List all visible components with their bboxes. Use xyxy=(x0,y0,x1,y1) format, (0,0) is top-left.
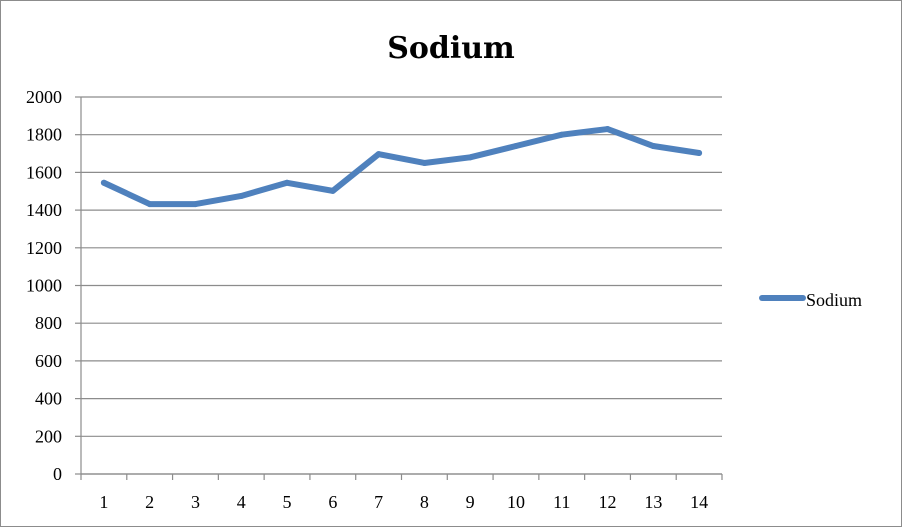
series-line-sodium xyxy=(100,126,703,208)
x-tick-label: 2 xyxy=(145,492,154,512)
data-point xyxy=(329,187,336,194)
x-tick-label: 14 xyxy=(690,492,708,512)
x-tick-label: 11 xyxy=(553,492,570,512)
y-tick-label: 200 xyxy=(35,426,62,446)
y-tick-label: 400 xyxy=(35,389,62,409)
x-tick-label: 7 xyxy=(374,492,383,512)
data-point xyxy=(512,143,519,150)
data-point xyxy=(604,126,611,133)
y-tick-label: 600 xyxy=(35,351,62,371)
x-tick-label: 12 xyxy=(599,492,617,512)
x-tick-labels: 1 2 3 4 5 6 7 8 9 10 11 12 13 14 xyxy=(99,492,708,512)
x-tick-label: 10 xyxy=(507,492,525,512)
data-point xyxy=(146,201,153,208)
y-tick-label: 1000 xyxy=(26,276,62,296)
y-tick-label: 1800 xyxy=(26,125,62,145)
y-tick-label: 800 xyxy=(35,313,62,333)
y-tick-label: 1600 xyxy=(26,162,62,182)
legend: Sodium xyxy=(759,290,862,310)
gridlines xyxy=(81,96,722,475)
data-point xyxy=(558,131,565,138)
x-tick-label: 13 xyxy=(644,492,662,512)
x-tick-label: 1 xyxy=(99,492,108,512)
y-tick-label: 1200 xyxy=(26,238,62,258)
data-point xyxy=(284,179,291,186)
series-layer xyxy=(100,126,703,208)
y-tick-label: 2000 xyxy=(26,87,62,107)
x-tick-label: 3 xyxy=(191,492,200,512)
x-tick-label: 8 xyxy=(420,492,429,512)
legend-label-sodium: Sodium xyxy=(806,290,862,310)
x-tick-label: 9 xyxy=(466,492,475,512)
data-point xyxy=(696,149,703,156)
data-point xyxy=(467,154,474,161)
y-tick-label: 0 xyxy=(53,464,62,484)
chart-title: Sodium xyxy=(387,31,515,66)
x-tick-label: 4 xyxy=(237,492,246,512)
data-point xyxy=(375,151,382,158)
data-point xyxy=(421,159,428,166)
x-tick-label: 6 xyxy=(328,492,337,512)
data-point xyxy=(238,192,245,199)
data-point xyxy=(650,143,657,150)
data-point xyxy=(192,201,199,208)
data-point xyxy=(100,179,107,186)
axes xyxy=(75,96,723,480)
y-tick-label: 1400 xyxy=(26,200,62,220)
y-tick-labels: 0 200 400 600 800 1000 1200 1400 1600 1800 2000 xyxy=(26,87,62,484)
x-tick-label: 5 xyxy=(283,492,292,512)
